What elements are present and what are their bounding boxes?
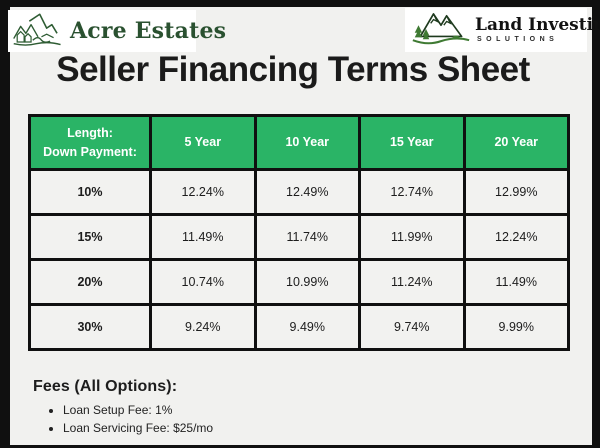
rate-cell: 10.99% bbox=[253, 258, 361, 306]
land-investing-wordmark: Land Investing bbox=[475, 15, 600, 35]
acre-estates-mountain-icon bbox=[12, 10, 64, 53]
row-label-20: 20% bbox=[28, 258, 152, 306]
rate-cell: 12.24% bbox=[149, 168, 257, 216]
row-label-30: 30% bbox=[28, 303, 152, 351]
page-title: Seller Financing Terms Sheet bbox=[56, 50, 530, 89]
acre-estates-logo: Acre Estates bbox=[8, 10, 226, 53]
header-down-payment-label: Down Payment: bbox=[43, 144, 137, 159]
rate-cell: 9.49% bbox=[253, 303, 361, 351]
land-investing-logo: Land Investing SOLUTIONS bbox=[405, 8, 600, 53]
fees-heading: Fees (All Options): bbox=[33, 378, 178, 395]
header-cell-15-year: 15 Year bbox=[358, 114, 466, 171]
rate-cell: 12.49% bbox=[253, 168, 361, 216]
table-row: 15% 11.49% 11.74% 11.99% 12.24% bbox=[28, 213, 570, 261]
header-cell-10-year: 10 Year bbox=[253, 114, 361, 171]
table-row: 10% 12.24% 12.49% 12.74% 12.99% bbox=[28, 168, 570, 216]
rate-cell: 12.99% bbox=[462, 168, 570, 216]
rate-cell: 9.24% bbox=[149, 303, 257, 351]
header-cell-20-year: 20 Year bbox=[462, 114, 570, 171]
rate-cell: 11.49% bbox=[149, 213, 257, 261]
rate-cell: 12.24% bbox=[462, 213, 570, 261]
financing-terms-table: Length: Down Payment: 5 Year 10 Year 15 … bbox=[28, 114, 570, 351]
acre-estates-wordmark: Acre Estates bbox=[70, 18, 227, 44]
land-investing-subtitle: SOLUTIONS bbox=[477, 36, 559, 43]
rate-cell: 11.24% bbox=[358, 258, 466, 306]
rate-cell: 11.99% bbox=[358, 213, 466, 261]
land-investing-mountain-icon bbox=[411, 8, 471, 53]
rate-cell: 9.74% bbox=[358, 303, 466, 351]
fees-list: Loan Setup Fee: 1% Loan Servicing Fee: $… bbox=[63, 401, 213, 437]
rate-cell: 10.74% bbox=[149, 258, 257, 306]
rate-cell: 9.99% bbox=[462, 303, 570, 351]
table-header-row: Length: Down Payment: 5 Year 10 Year 15 … bbox=[28, 114, 570, 171]
fees-section: Fees (All Options): Loan Setup Fee: 1% L… bbox=[33, 378, 213, 437]
fee-item-servicing: Loan Servicing Fee: $25/mo bbox=[63, 419, 213, 437]
rate-cell: 11.74% bbox=[253, 213, 361, 261]
table-row: 20% 10.74% 10.99% 11.24% 11.49% bbox=[28, 258, 570, 306]
rate-cell: 11.49% bbox=[462, 258, 570, 306]
header-cell-down-payment: Length: Down Payment: bbox=[28, 114, 152, 171]
row-label-10: 10% bbox=[28, 168, 152, 216]
rate-cell: 12.74% bbox=[358, 168, 466, 216]
header-cell-5-year: 5 Year bbox=[149, 114, 257, 171]
fee-item-setup: Loan Setup Fee: 1% bbox=[63, 401, 213, 419]
header-length-label: Length: bbox=[67, 126, 113, 141]
table-row: 30% 9.24% 9.49% 9.74% 9.99% bbox=[28, 303, 570, 351]
row-label-15: 15% bbox=[28, 213, 152, 261]
